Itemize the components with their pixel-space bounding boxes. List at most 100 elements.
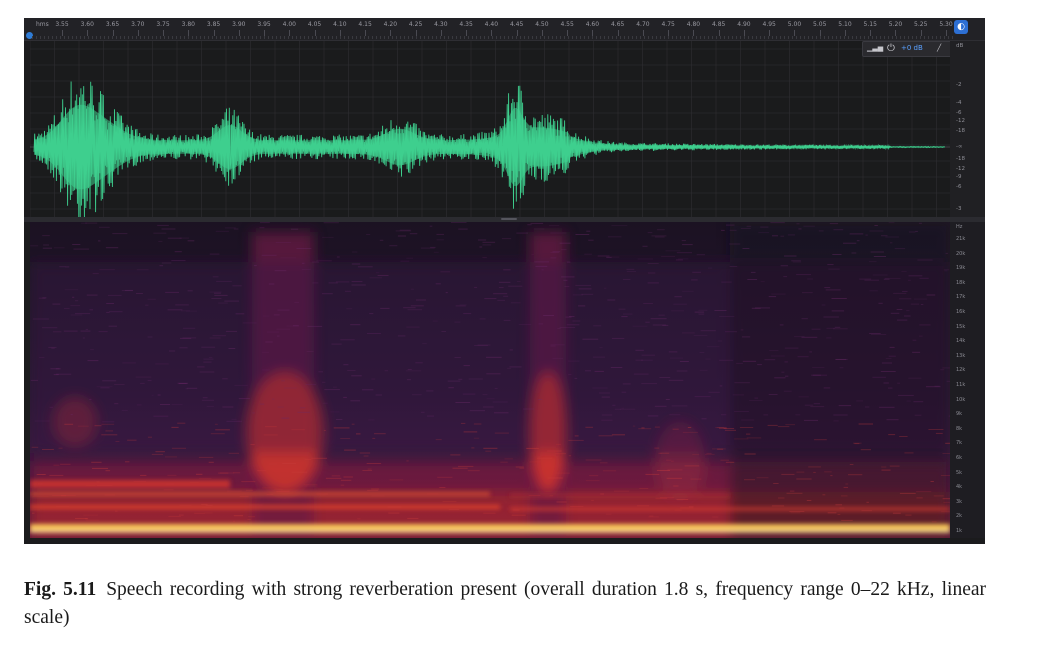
spectral-speckle — [878, 302, 883, 304]
spectral-speckle — [833, 414, 848, 416]
spectral-speckle — [584, 253, 592, 255]
spectral-speckle — [856, 400, 863, 402]
spectrogram-canvas — [30, 222, 959, 538]
ruler-tick-mark — [567, 30, 569, 36]
spectral-speckle — [926, 294, 936, 296]
spectral-speckle — [52, 331, 62, 333]
spectral-speckle — [325, 477, 342, 479]
spectral-speckle — [564, 286, 570, 287]
spectral-speckle — [527, 224, 532, 226]
spectral-speckle — [387, 506, 402, 508]
spectral-speckle — [422, 343, 427, 345]
spectral-speckle — [498, 287, 504, 289]
spectral-speckle — [98, 331, 108, 333]
spectral-speckle — [780, 265, 788, 267]
spectral-speckle — [405, 370, 422, 372]
spectral-speckle — [732, 394, 745, 396]
spectral-speckle — [114, 403, 119, 405]
ruler-tick-mark — [844, 30, 846, 36]
spectral-speckle — [528, 495, 541, 496]
ruler-tick-label: 3.70 — [131, 21, 145, 28]
spectral-speckle — [84, 518, 89, 520]
ruler-tick-mark — [769, 30, 771, 36]
spectral-speckle — [75, 313, 91, 315]
spectral-speckle — [803, 419, 818, 421]
spectral-speckle — [602, 470, 617, 472]
spectral-speckle — [570, 506, 584, 508]
spectral-speckle — [437, 476, 453, 478]
spectrogram-view[interactable] — [30, 222, 959, 538]
spectral-speckle — [519, 467, 525, 469]
spectral-speckle — [872, 376, 886, 378]
spectral-speckle — [151, 394, 154, 396]
spectral-speckle — [888, 355, 896, 357]
spectral-speckle — [918, 335, 923, 337]
spectral-speckle — [322, 236, 334, 238]
spectral-speckle — [501, 238, 512, 240]
spectral-speckle — [115, 441, 120, 442]
zoom-overview-button[interactable]: ◐ — [954, 20, 968, 34]
spectral-speckle — [281, 417, 290, 419]
hz-scale-label: 15k — [956, 323, 966, 330]
spectral-speckle — [454, 321, 461, 323]
ruler-tick-mark — [743, 30, 745, 36]
ruler-scrub-track[interactable] — [32, 36, 955, 39]
ruler-tick-mark — [440, 30, 442, 36]
spectral-speckle — [406, 460, 409, 462]
power-icon[interactable]: ⏻ — [887, 43, 895, 54]
level-value[interactable]: +0 dB — [901, 44, 923, 52]
waveform-view[interactable] — [30, 41, 950, 217]
spectral-speckle — [427, 493, 439, 495]
spectral-speckle — [34, 420, 50, 422]
spectral-speckle — [371, 378, 376, 380]
playhead-marker[interactable] — [26, 32, 33, 39]
db-scale-label: -12 — [956, 118, 965, 124]
spectral-speckle — [250, 444, 255, 446]
spectral-speckle — [530, 222, 544, 224]
spectral-speckle — [371, 488, 379, 490]
spectral-speckle — [740, 228, 751, 229]
spectral-speckle — [106, 303, 114, 304]
splitter-grip[interactable] — [501, 218, 517, 220]
spectral-speckle — [83, 514, 98, 516]
spectral-speckle — [601, 414, 613, 416]
spectral-speckle — [724, 429, 736, 431]
spectral-speckle — [626, 271, 636, 272]
spectral-speckle — [676, 370, 688, 372]
ruler-tick-mark — [592, 30, 594, 36]
spectral-speckle — [914, 414, 922, 416]
spectral-speckle — [340, 438, 351, 439]
spectral-speckle — [389, 479, 404, 481]
volume-bars-icon[interactable]: ▁▃▅ — [867, 44, 884, 52]
spectral-speckle — [343, 476, 353, 478]
spectral-speckle — [881, 235, 888, 237]
spectral-speckle — [750, 271, 756, 273]
spectral-speckle — [90, 349, 94, 351]
spectral-speckle — [77, 425, 89, 427]
spectral-speckle — [598, 435, 613, 437]
spectral-speckle — [881, 362, 892, 364]
spectral-speckle — [675, 259, 683, 261]
spectral-speckle — [430, 246, 436, 248]
spectral-speckle — [693, 335, 708, 336]
time-ruler[interactable]: hms 3.55 3.60 3.65 3.70 3.75 3.80 3.85 3.90 3.95… — [24, 18, 985, 41]
spectral-speckle — [208, 356, 213, 358]
spectral-speckle — [261, 351, 270, 353]
panel-splitter[interactable] — [24, 217, 985, 222]
spectral-speckle — [647, 272, 656, 274]
spectral-speckle — [100, 387, 110, 389]
spectral-speckle — [171, 426, 179, 428]
spectral-speckle — [550, 345, 556, 347]
spectral-speckle — [180, 337, 192, 339]
pin-icon[interactable]: ╱ — [937, 44, 942, 52]
spectral-speckle — [478, 239, 487, 241]
spectral-speckle — [436, 233, 444, 235]
figure-caption: Fig. 5.11 Speech recording with strong re… — [24, 576, 986, 632]
spectral-speckle — [783, 276, 788, 278]
spectral-speckle — [547, 477, 563, 479]
spectral-speckle — [275, 242, 291, 243]
spectral-speckle — [127, 439, 137, 441]
spectral-speckle — [789, 511, 805, 512]
spectral-speckle — [827, 512, 837, 514]
spectral-speckle — [881, 469, 891, 471]
